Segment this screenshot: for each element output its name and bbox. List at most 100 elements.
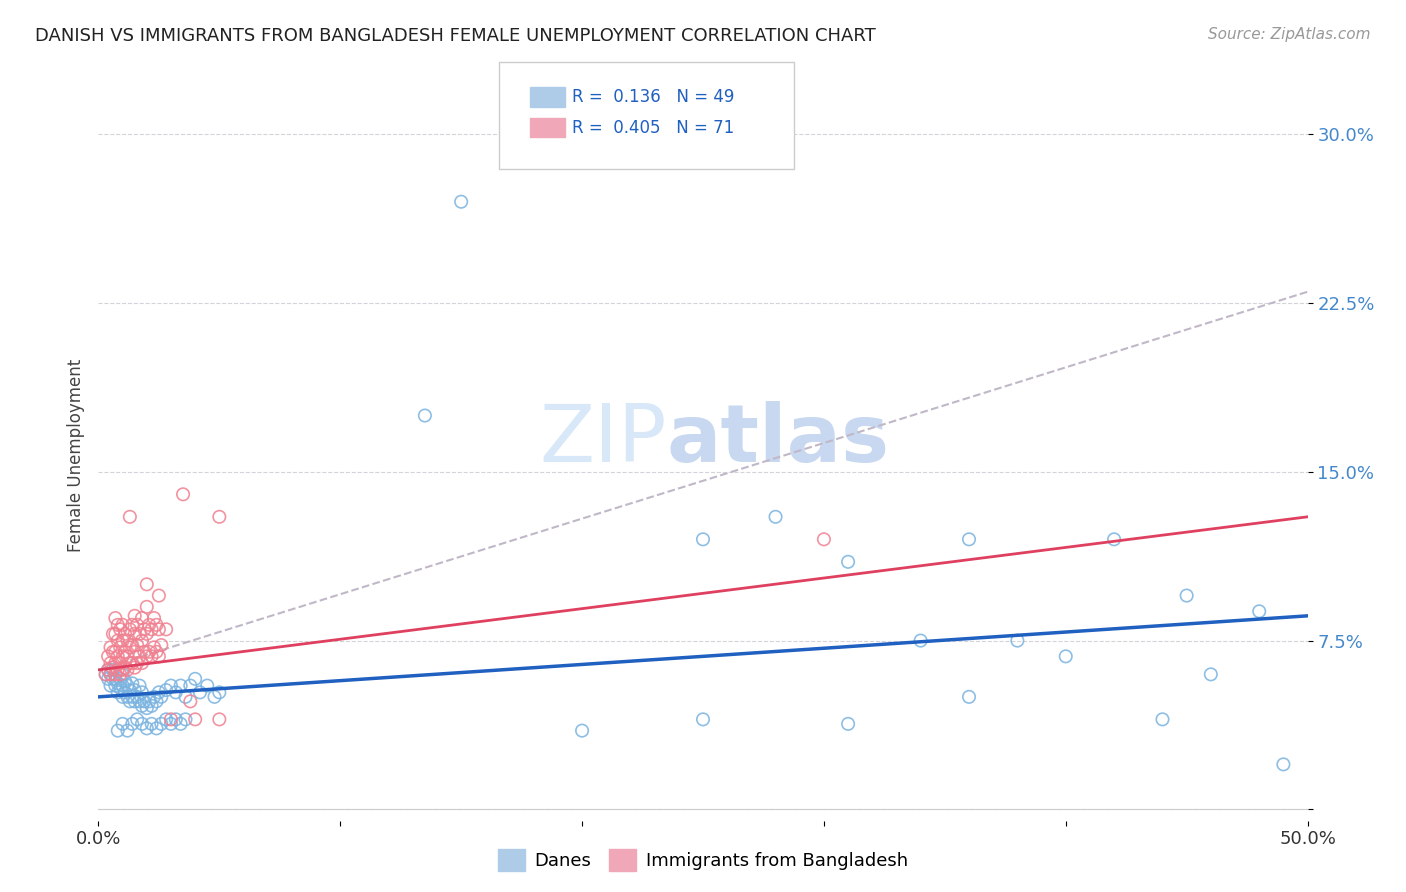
Point: [837, 555, 859, 569]
Point: [141, 623, 163, 637]
Point: [117, 679, 139, 693]
Point: [160, 712, 183, 726]
Point: [121, 676, 143, 690]
Point: [97, 663, 120, 677]
Point: [101, 660, 124, 674]
Point: [111, 679, 134, 693]
Point: [111, 617, 134, 632]
Point: [208, 685, 231, 699]
Point: [111, 649, 134, 664]
Point: [128, 694, 150, 708]
Text: Source: ZipAtlas.com: Source: ZipAtlas.com: [1208, 27, 1371, 42]
Point: [204, 690, 226, 704]
Point: [148, 589, 170, 603]
Point: [148, 623, 170, 637]
Point: [104, 611, 127, 625]
Point: [107, 663, 129, 677]
Point: [813, 533, 835, 547]
Point: [107, 685, 129, 699]
Point: [111, 633, 134, 648]
Point: [134, 645, 156, 659]
Point: [128, 679, 150, 693]
Point: [135, 627, 157, 641]
Point: [114, 660, 136, 674]
Point: [117, 649, 139, 664]
Point: [111, 663, 134, 677]
Point: [150, 638, 173, 652]
Point: [124, 645, 146, 659]
Point: [155, 623, 177, 637]
Point: [104, 667, 127, 681]
Point: [101, 645, 124, 659]
Point: [145, 617, 167, 632]
Point: [1102, 533, 1125, 547]
Point: [765, 509, 787, 524]
Point: [145, 645, 167, 659]
Point: [121, 638, 143, 652]
Point: [111, 667, 134, 681]
Point: [117, 690, 139, 704]
Point: [107, 633, 129, 648]
Point: [837, 717, 859, 731]
Point: [94, 667, 117, 681]
Point: [104, 656, 127, 670]
Point: [124, 627, 146, 641]
Point: [121, 690, 143, 704]
Point: [131, 656, 153, 670]
Point: [150, 690, 173, 704]
Point: [143, 611, 166, 625]
Point: [413, 409, 436, 423]
Point: [148, 685, 170, 699]
Point: [135, 577, 157, 591]
Text: atlas: atlas: [666, 401, 890, 479]
Point: [134, 694, 156, 708]
Point: [141, 649, 163, 664]
Point: [114, 645, 136, 659]
Point: [127, 656, 149, 670]
Point: [117, 633, 139, 648]
Point: [179, 694, 201, 708]
Point: [114, 685, 136, 699]
Point: [114, 674, 136, 689]
Point: [174, 712, 197, 726]
Point: [692, 533, 714, 547]
Point: [94, 667, 117, 681]
Point: [108, 681, 131, 695]
Point: [571, 723, 593, 738]
Point: [114, 627, 136, 641]
Point: [957, 533, 980, 547]
Point: [104, 627, 127, 641]
Point: [165, 712, 187, 726]
Point: [101, 663, 124, 677]
Point: [118, 656, 141, 670]
Point: [108, 656, 131, 670]
Point: [169, 717, 191, 731]
Point: [1152, 712, 1174, 726]
Point: [121, 617, 143, 632]
Point: [111, 717, 134, 731]
Point: [108, 640, 131, 655]
Point: [1199, 667, 1222, 681]
Point: [910, 633, 932, 648]
Point: [108, 623, 131, 637]
Point: [160, 717, 183, 731]
Point: [174, 690, 197, 704]
Point: [148, 649, 170, 664]
Point: [1272, 757, 1295, 772]
Point: [1249, 604, 1271, 618]
Y-axis label: Female Unemployment: Female Unemployment: [66, 359, 84, 551]
Point: [127, 712, 149, 726]
Point: [100, 667, 122, 681]
Point: [138, 645, 160, 659]
Point: [118, 683, 141, 698]
Point: [184, 672, 207, 686]
Point: [100, 656, 122, 670]
Point: [138, 694, 160, 708]
Point: [131, 611, 153, 625]
Point: [124, 660, 146, 674]
Point: [97, 672, 120, 686]
Point: [692, 712, 714, 726]
Point: [208, 712, 231, 726]
Point: [100, 679, 122, 693]
Point: [127, 617, 149, 632]
